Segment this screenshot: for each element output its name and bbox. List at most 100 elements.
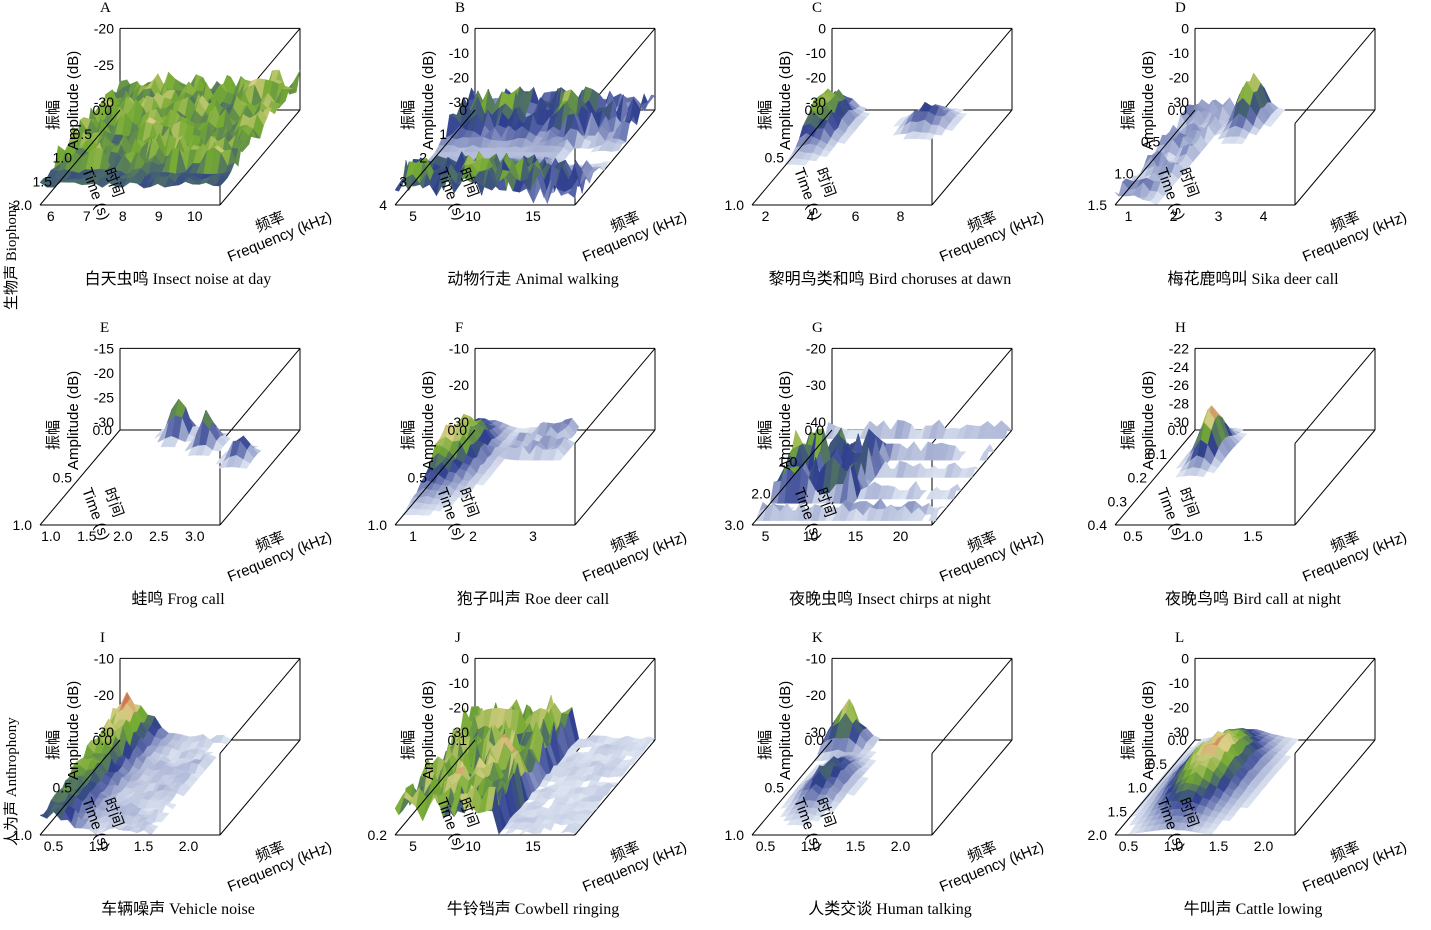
f-tick-label: 15 [525,208,541,224]
panel-caption: 动物行走 Animal walking [355,265,711,289]
f-tick-label: 1.0 [41,528,61,544]
f-tick-label: 1 [1125,208,1133,224]
t-tick-label: 0 [459,102,467,118]
z-tick-label: -20 [806,687,826,703]
amplitude-axis-label-cn: 振幅 [1120,730,1137,760]
t-tick-label: 0.2 [368,827,388,843]
f-tick-label: 1.5 [134,838,154,854]
z-tick-label: -22 [1169,340,1189,356]
surface-mesh [154,399,261,469]
t-tick-label: 0.3 [1108,493,1128,509]
f-tick-label: 10 [187,208,203,224]
t-tick-label: 1.0 [53,150,73,166]
t-tick-label: 1 [439,126,447,142]
amplitude-axis-label-cn: 振幅 [45,420,62,450]
z-tick-label: -30 [806,377,826,393]
t-tick-label: 1.0 [725,197,745,213]
f-tick-label: 0.5 [756,838,776,854]
f-tick-label: 3 [1215,208,1223,224]
z-tick-label: -20 [94,365,114,381]
f-tick-label: 5 [762,528,770,544]
f-tick-label: 2 [469,528,477,544]
z-tick-label: -20 [449,69,469,85]
amplitude-axis-label-cn: 振幅 [757,730,774,760]
z-tick-label: -10 [1169,675,1189,691]
t-tick-label: 2.0 [13,197,33,213]
t-tick-label: 1.0 [13,827,33,843]
amplitude-axis-label: Amplitude (dB) [777,51,794,150]
z-tick-label: -28 [1169,395,1189,411]
f-tick-label: 6 [47,208,55,224]
t-tick-label: 0.1 [448,732,468,748]
z-tick-label: -10 [449,45,469,61]
amplitude-axis-label: Amplitude (dB) [777,371,794,470]
amplitude-axis-label-cn: 振幅 [45,100,62,130]
amplitude-axis-label: Amplitude (dB) [420,681,437,780]
t-tick-label: 1.5 [33,173,53,189]
amplitude-axis-label-cn: 振幅 [1120,100,1137,130]
t-tick-label: 0.0 [1168,422,1188,438]
t-tick-label: 0.0 [1168,732,1188,748]
z-tick-label: -20 [449,699,469,715]
f-tick-label: 0.5 [1123,528,1143,544]
f-tick-label: 15 [848,528,864,544]
f-tick-label: 4 [1260,208,1268,224]
f-tick-label: 1.5 [846,838,866,854]
t-tick-label: 1.0 [368,517,388,533]
amplitude-axis-label: Amplitude (dB) [65,51,82,150]
panel-caption: 白天虫鸣 Insect noise at day [0,265,356,289]
amplitude-axis-label-cn: 振幅 [45,730,62,760]
panel-caption: 牛铃铛声 Cowbell ringing [355,895,711,919]
f-tick-label: 1.5 [1209,838,1229,854]
z-tick-label: -10 [449,675,469,691]
t-tick-label: 0.2 [1128,470,1148,486]
f-tick-label: 2.0 [891,838,911,854]
z-tick-label: -10 [1169,45,1189,61]
t-tick-label: 0.0 [93,102,113,118]
z-tick-label: -20 [1169,69,1189,85]
z-tick-label: -10 [806,45,826,61]
f-tick-label: 20 [893,528,909,544]
f-tick-label: 8 [897,208,905,224]
t-tick-label: 1.5 [1088,197,1108,213]
z-tick-label: 0 [1181,20,1189,36]
z-tick-label: -10 [94,650,114,666]
z-tick-label: 0 [461,650,469,666]
f-tick-label: 2.0 [1254,838,1274,854]
z-tick-label: 0 [461,20,469,36]
z-tick-label: -25 [94,389,114,405]
f-tick-label: 3 [529,528,537,544]
f-tick-label: 5 [409,208,417,224]
panel-caption: 夜晚虫鸣 Insect chirps at night [712,585,1068,609]
z-tick-label: -20 [806,69,826,85]
t-tick-label: 3 [399,173,407,189]
t-tick-label: 0.5 [408,470,428,486]
amplitude-axis-label-cn: 振幅 [757,100,774,130]
z-tick-label: -20 [94,687,114,703]
f-tick-label: 0.5 [44,838,64,854]
t-tick-label: 4 [379,197,387,213]
t-tick-label: 1.5 [1108,803,1128,819]
amplitude-axis-label: Amplitude (dB) [420,371,437,470]
f-tick-label: 0.5 [1119,838,1139,854]
z-tick-label: -10 [449,340,469,356]
z-tick-label: -26 [1169,377,1189,393]
amplitude-axis-label: Amplitude (dB) [1140,51,1157,150]
t-tick-label: 2 [419,150,427,166]
